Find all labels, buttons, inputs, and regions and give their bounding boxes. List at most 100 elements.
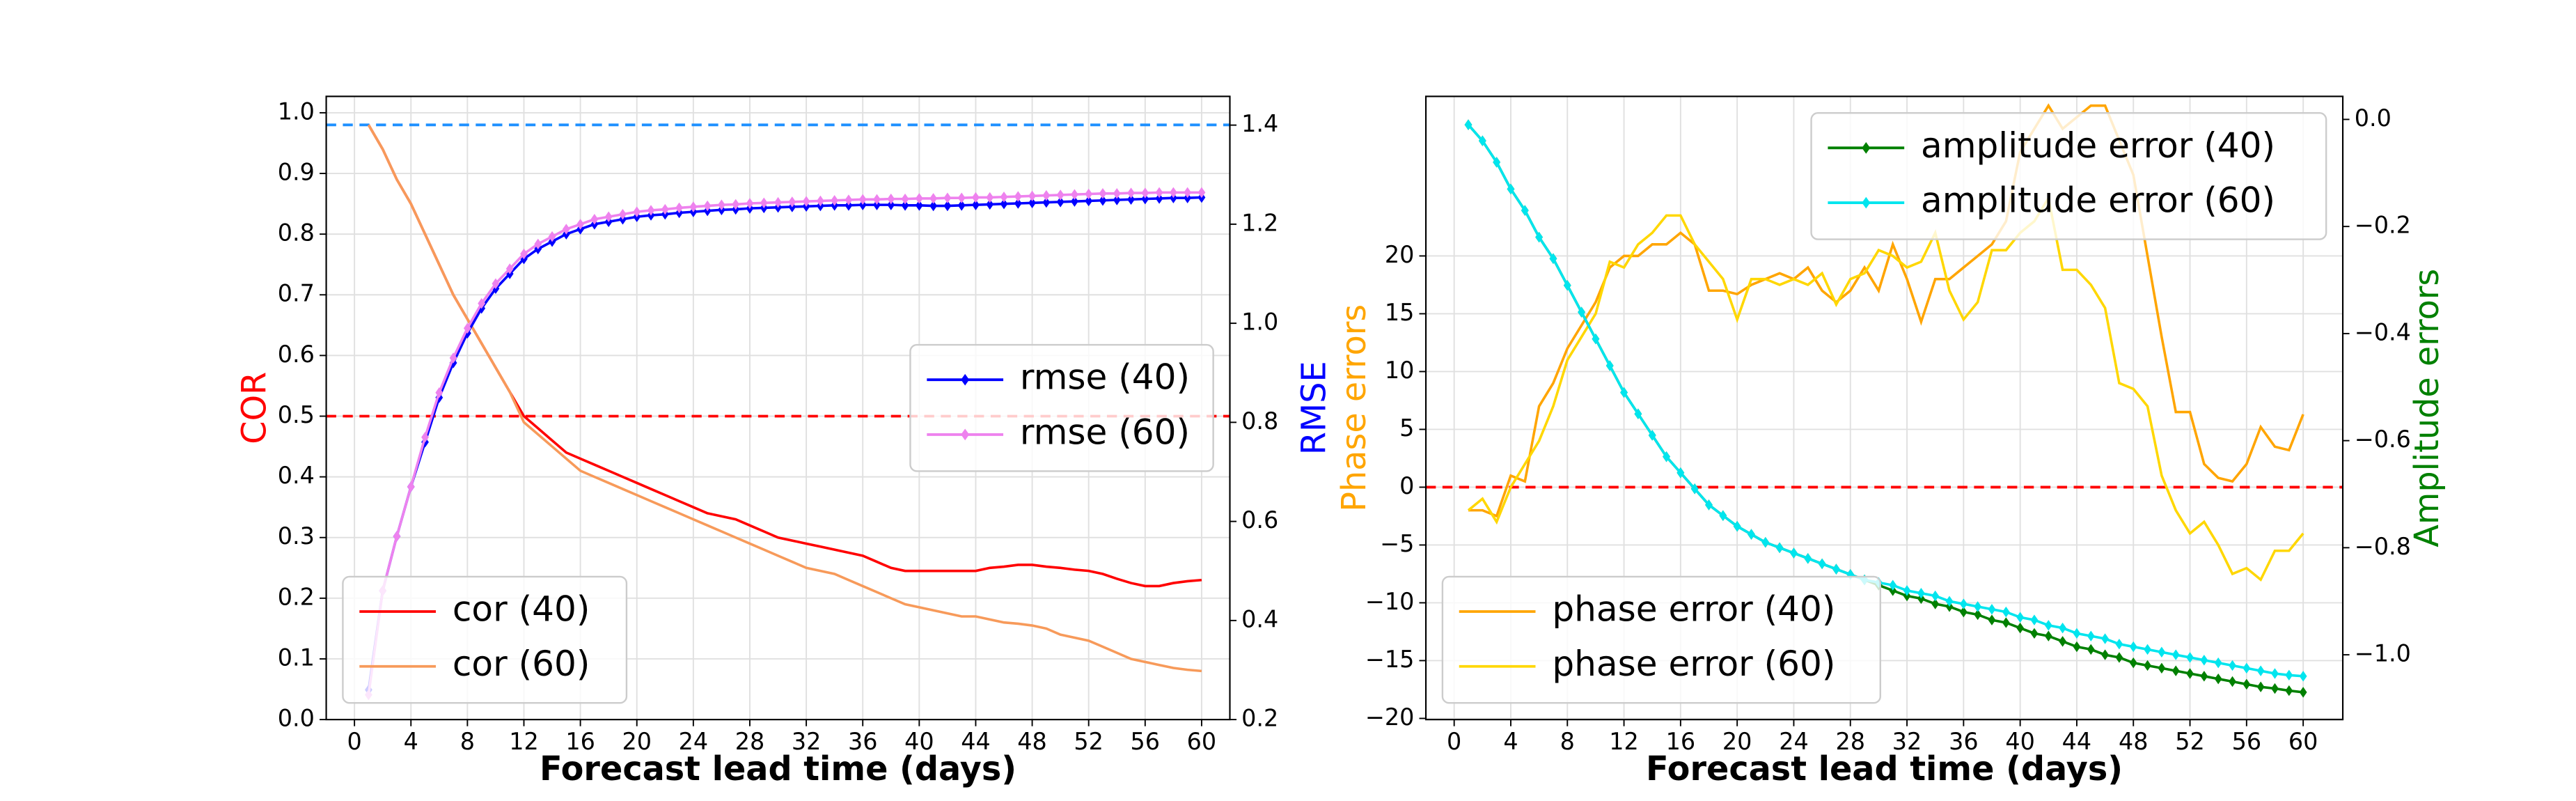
point-marker	[845, 194, 853, 205]
legend-box	[1441, 575, 1882, 704]
point-marker	[2214, 673, 2222, 685]
point-marker	[1127, 187, 1135, 199]
y-tick-label: 0.1	[278, 644, 315, 671]
point-marker	[2243, 678, 2251, 690]
point-marker	[1959, 598, 1968, 609]
point-marker	[760, 197, 768, 209]
point-marker	[1141, 187, 1149, 199]
point-marker	[1042, 189, 1051, 201]
point-marker	[1903, 585, 1911, 596]
point-marker	[732, 199, 740, 210]
point-marker	[1155, 193, 1163, 204]
point-marker	[1113, 188, 1121, 199]
legend-marker	[1862, 141, 1871, 154]
y2-tick-label: 1.4	[1241, 110, 1278, 137]
x-tick-label: 44	[2062, 728, 2091, 755]
y2-axis-label: RMSE	[1296, 361, 1334, 455]
point-marker	[1085, 188, 1093, 200]
point-marker	[2129, 641, 2137, 653]
point-marker	[746, 198, 754, 209]
legend-label: cor (60)	[453, 643, 590, 684]
point-marker	[1493, 157, 1501, 168]
point-marker	[1014, 191, 1022, 202]
x-tick-label: 60	[1187, 728, 1217, 755]
point-marker	[2115, 638, 2123, 650]
y-tick-label: 15	[1385, 299, 1415, 326]
x-tick-label: 48	[1017, 728, 1047, 755]
plot-area	[365, 124, 1206, 701]
point-marker	[2158, 646, 2166, 658]
y-tick-label: −15	[1365, 646, 1414, 673]
point-marker	[1099, 188, 1107, 199]
legend-box	[1810, 112, 2327, 240]
point-marker	[986, 199, 994, 210]
point-marker	[1790, 547, 1798, 559]
point-marker	[1478, 135, 1486, 146]
point-marker	[661, 203, 669, 215]
point-marker	[1818, 558, 1826, 570]
point-marker	[1974, 609, 1982, 621]
point-marker	[1748, 529, 1755, 540]
point-marker	[2299, 687, 2307, 698]
point-marker	[2285, 685, 2293, 697]
point-marker	[1931, 590, 1940, 602]
point-marker	[1959, 606, 1968, 618]
point-marker	[675, 202, 683, 214]
x-tick-label: 28	[735, 728, 765, 755]
y-tick-label: 0	[1399, 472, 1414, 499]
x-tick-label: 12	[1609, 728, 1639, 755]
point-marker	[1804, 553, 1812, 564]
point-marker	[2059, 622, 2067, 634]
point-marker	[1945, 596, 1954, 607]
point-marker	[2016, 622, 2025, 634]
legend-label: rmse (40)	[1020, 357, 1190, 398]
point-marker	[689, 201, 698, 212]
point-marker	[972, 192, 980, 203]
point-marker	[703, 200, 712, 212]
point-marker	[972, 199, 980, 210]
point-marker	[901, 193, 909, 205]
legend-marker	[1862, 196, 1871, 209]
y-tick-label: 10	[1385, 357, 1415, 384]
point-marker	[2030, 628, 2039, 639]
point-marker	[957, 192, 966, 203]
legend-label: phase error (40)	[1552, 589, 1835, 630]
point-marker	[915, 200, 923, 211]
y-tick-label: −5	[1380, 530, 1414, 557]
x-tick-label: 0	[347, 728, 362, 755]
point-marker	[1085, 195, 1093, 207]
y-tick-label: 0.6	[278, 341, 315, 368]
series-line	[367, 124, 1202, 673]
point-marker	[1169, 187, 1177, 199]
point-marker	[1705, 499, 1713, 511]
y2-tick-label: 0.8	[1241, 407, 1278, 435]
point-marker	[562, 224, 570, 235]
point-marker	[2144, 644, 2151, 655]
point-marker	[2186, 668, 2194, 679]
y-axis-label: COR	[235, 372, 274, 444]
point-marker	[2200, 671, 2208, 682]
x-tick-label: 52	[2175, 728, 2204, 755]
x-tick-label: 20	[622, 728, 652, 755]
point-marker	[901, 200, 909, 211]
x-tick-label: 8	[1560, 728, 1575, 755]
legend-box	[909, 343, 1214, 472]
point-marker	[2101, 649, 2109, 660]
x-tick-label: 12	[509, 728, 539, 755]
x-tick-label: 40	[904, 728, 934, 755]
point-marker	[520, 248, 528, 260]
legend-marker	[961, 428, 970, 441]
x-tick-label: 36	[1949, 728, 1978, 755]
y-tick-label: 1.0	[278, 98, 315, 125]
y-tick-label: 5	[1399, 414, 1414, 442]
y-tick-label: 0.4	[278, 462, 315, 489]
point-marker	[1676, 467, 1685, 479]
point-marker	[929, 193, 938, 204]
point-marker	[1071, 196, 1078, 207]
point-marker	[1197, 187, 1206, 199]
point-marker	[2002, 617, 2010, 628]
x-axis-label: Forecast lead time (days)	[540, 750, 1016, 788]
point-marker	[2229, 676, 2236, 687]
point-marker	[2214, 657, 2222, 669]
point-marker	[788, 196, 796, 208]
